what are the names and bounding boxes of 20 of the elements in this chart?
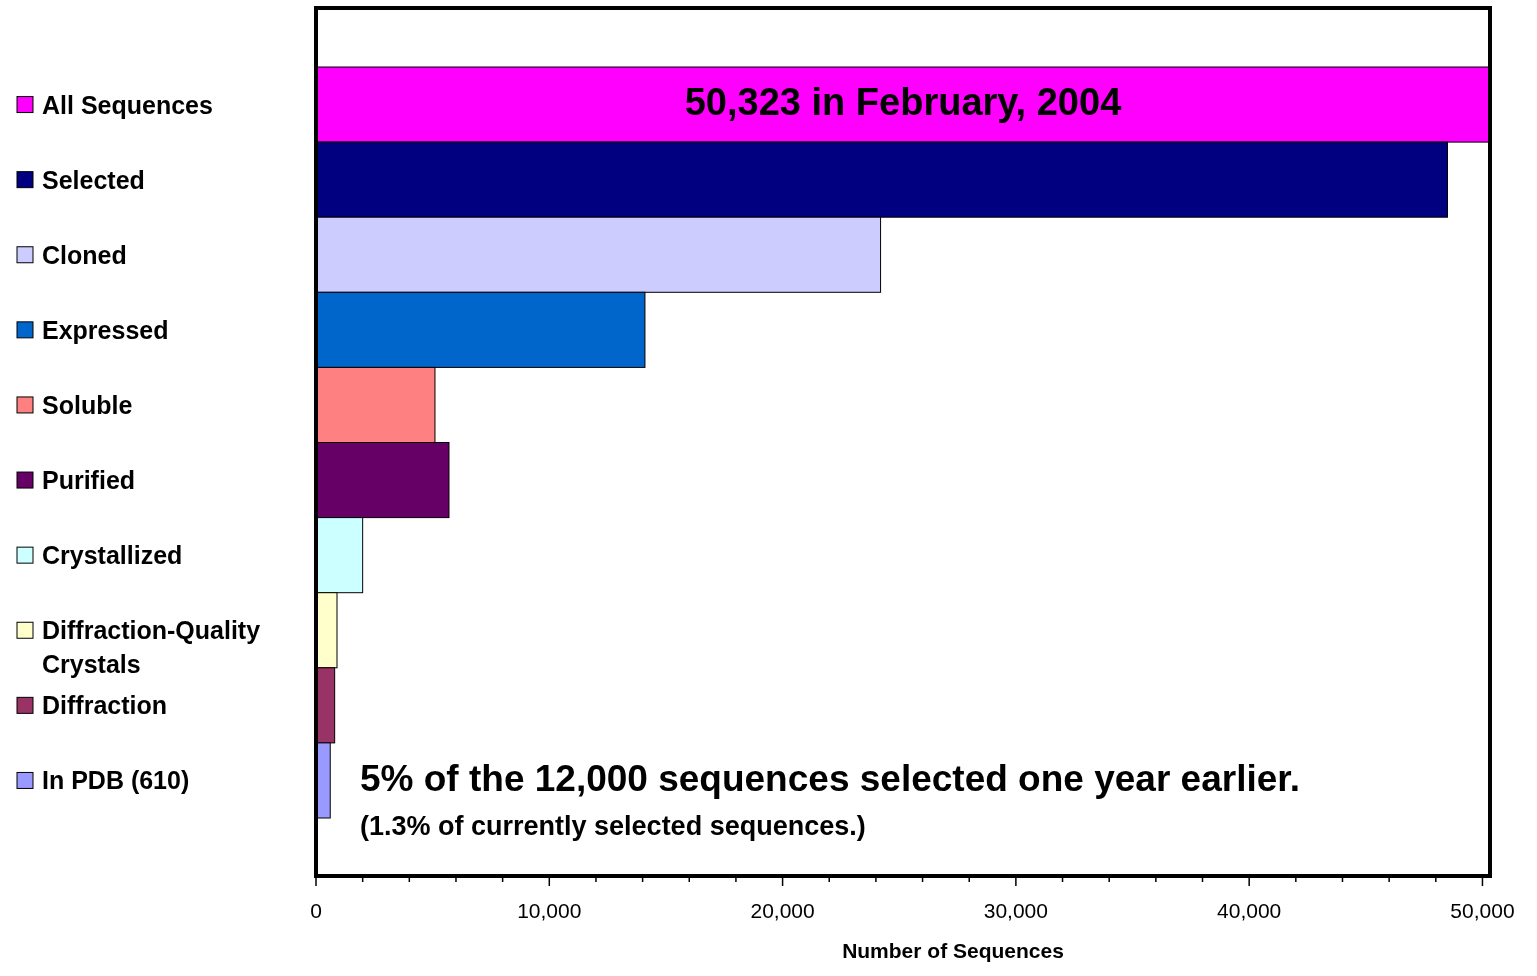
y-tick-label: All Sequences: [42, 90, 213, 119]
x-tick-label: 50,000: [1450, 899, 1515, 922]
x-tick-label: 20,000: [750, 899, 815, 922]
y-tick-label: Diffraction: [42, 691, 167, 720]
x-tick-label: 40,000: [1217, 899, 1282, 922]
y-tick-label: Expressed: [42, 315, 169, 344]
y-tick-label: Cloned: [42, 240, 127, 269]
annotation: (1.3% of currently selected sequences.): [360, 811, 866, 842]
y-tick-label: Diffraction-Quality Crystals: [42, 616, 261, 679]
x-tick-label: 30,000: [983, 899, 1048, 922]
x-axis-title: Number of Sequences: [842, 939, 1064, 962]
annotation: 5% of the 12,000 sequences selected one year earlier.: [360, 757, 1300, 799]
y-tick-label: Soluble: [42, 390, 133, 419]
y-tick-label: In PDB (610): [42, 766, 190, 795]
y-tick-label: Crystallized: [42, 541, 183, 570]
x-tick-label: 10,000: [517, 899, 582, 922]
y-tick-label: Selected: [42, 165, 145, 194]
annotation: 50,323 in February, 2004: [684, 80, 1122, 123]
x-tick-label: 0: [310, 899, 322, 922]
y-tick-label: Purified: [42, 466, 136, 495]
